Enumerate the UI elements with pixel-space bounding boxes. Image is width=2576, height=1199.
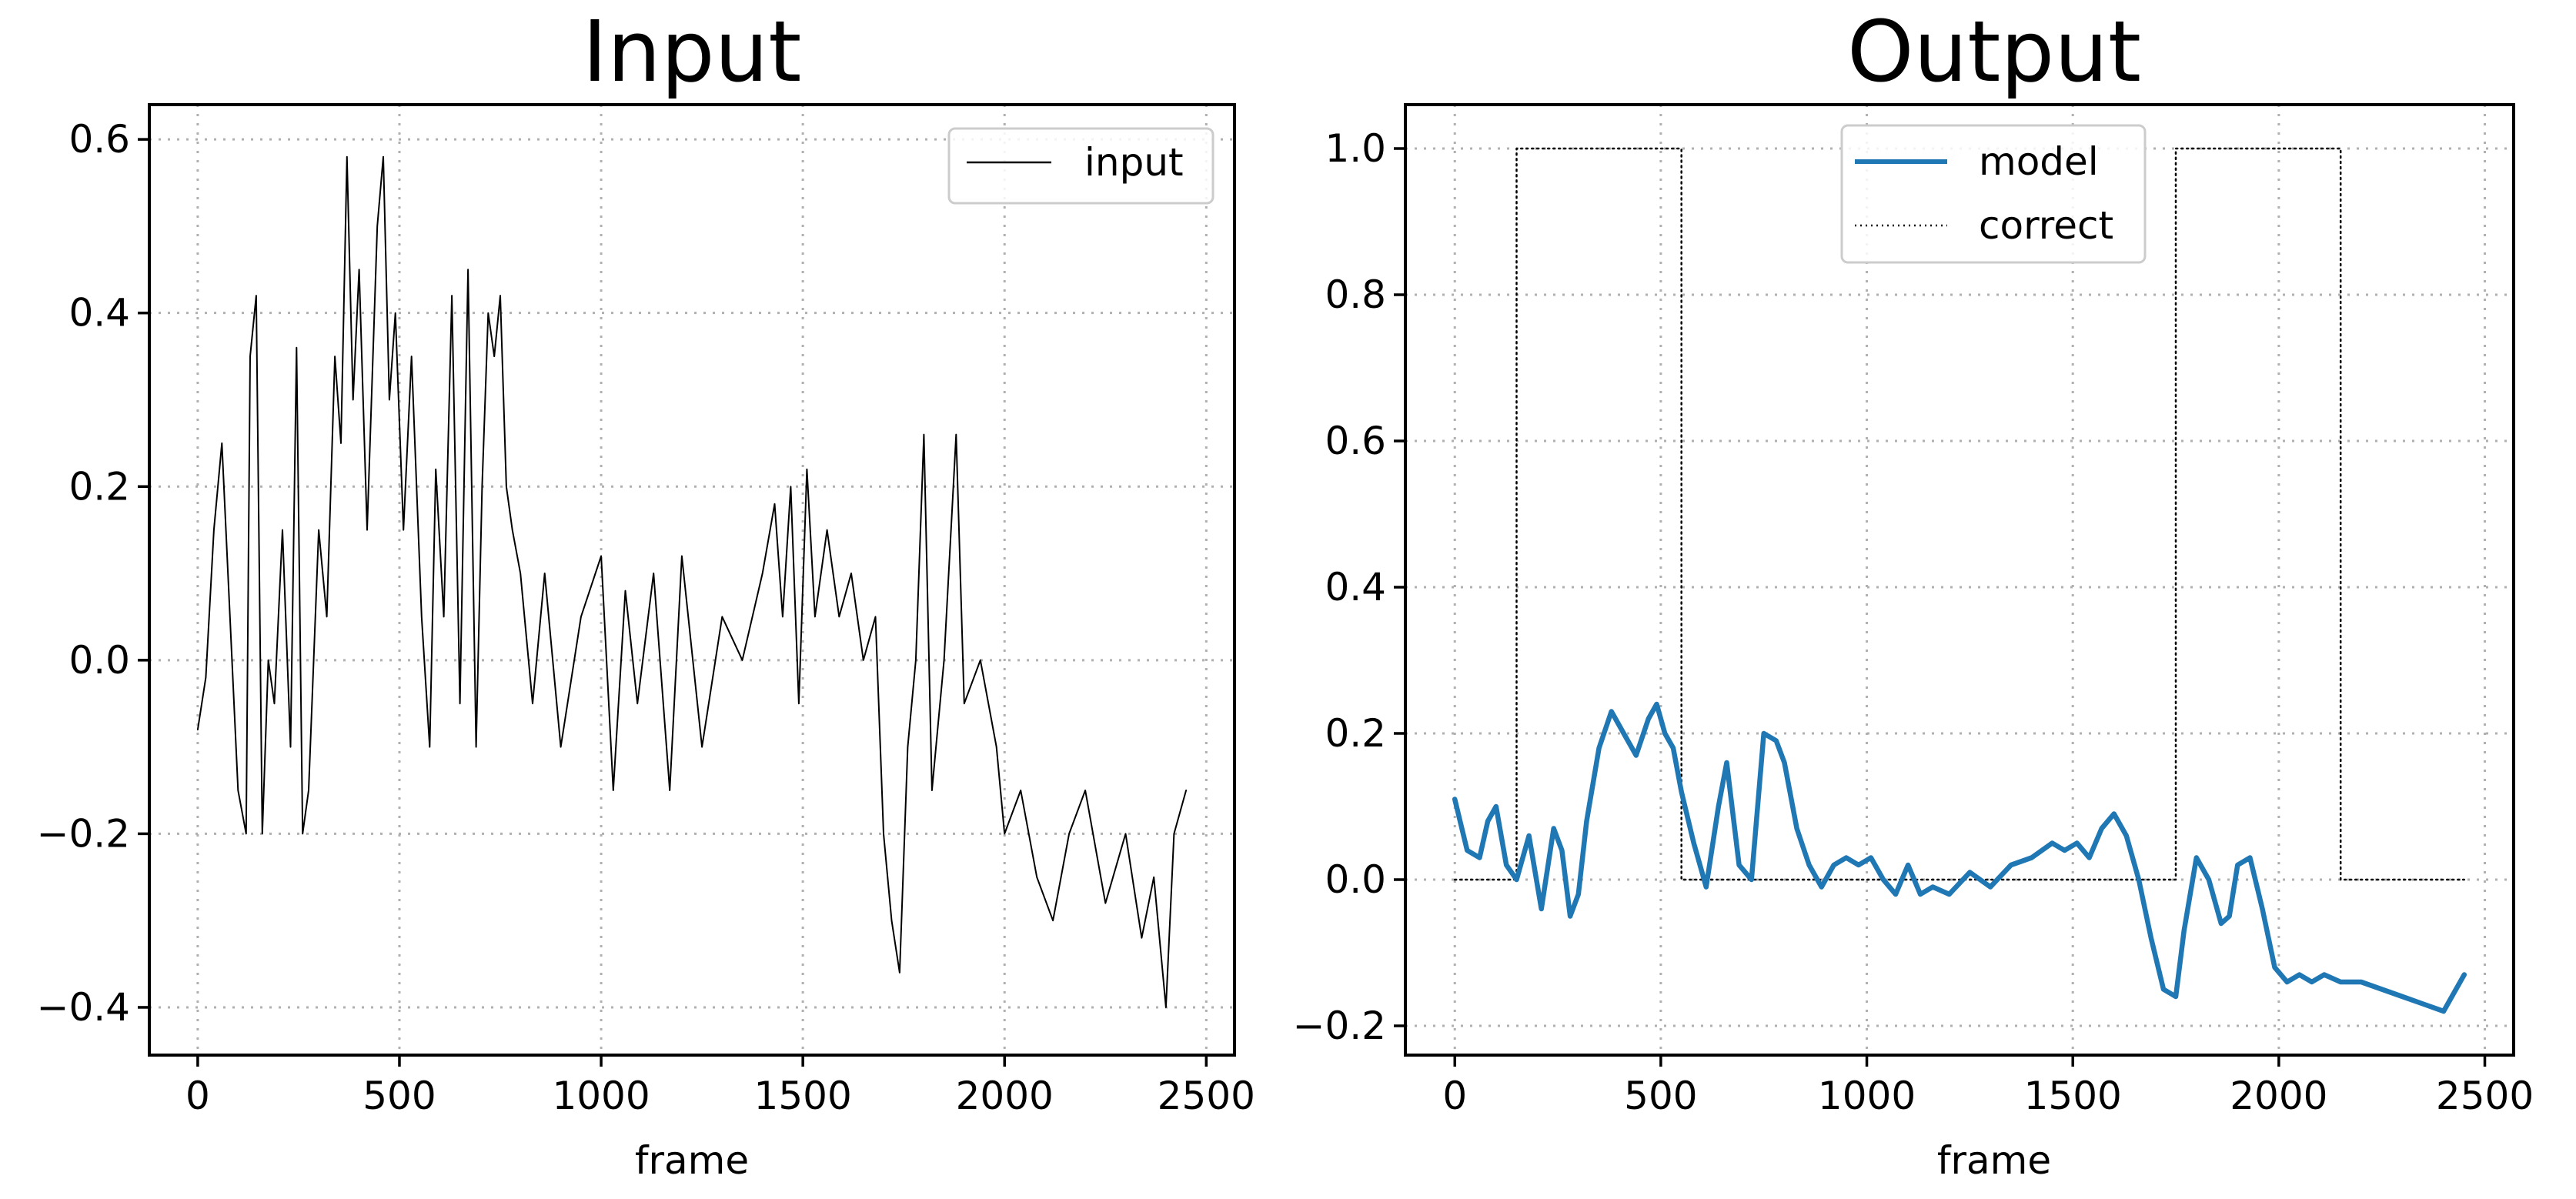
output-title: Output (1847, 2, 2141, 101)
input-ytick-label: 0.2 (68, 464, 130, 509)
output-ytick-label: 0.4 (1325, 565, 1386, 610)
output-xtick-label: 1500 (2024, 1074, 2122, 1118)
output-xlabel: frame (1937, 1138, 2051, 1183)
output-legend-label-model: model (1979, 139, 2099, 184)
output-ytick-label: 0.0 (1325, 857, 1386, 902)
input-grid (149, 105, 1235, 1055)
output-ticks: 0 500 1000 1500 2000 2500 −0.2 0.0 0.2 0.4 0.6 0.8 1… (1293, 126, 2534, 1118)
output-axes-frame (1404, 103, 2515, 1057)
input-panel: Input 0 500 1000 1500 2000 2500 −0.4 −0.2 0.0 0.2… (37, 2, 1255, 1183)
input-ticks: 0 500 1000 1500 2000 2500 −0.4 −0.2 0.0 0.2 0.4 0.6 (37, 117, 1255, 1118)
output-plot-lines (1452, 147, 2467, 1014)
output-ytick-label: 0.2 (1325, 711, 1386, 756)
output-ytick-label: −0.2 (1293, 1004, 1386, 1048)
output-series-correct (1453, 147, 2466, 881)
input-ytick-label: 0.0 (68, 638, 130, 683)
output-ytick-label: 0.8 (1325, 272, 1386, 317)
input-ytick-label: 0.4 (68, 291, 130, 336)
input-xtick-label: 2500 (1158, 1074, 1255, 1118)
output-series-model (1452, 701, 2467, 1014)
input-xtick-label: 0 (185, 1074, 210, 1118)
output-xtick-label: 0 (1442, 1074, 1467, 1118)
output-ytick-label: 0.6 (1325, 419, 1386, 463)
output-ytick-label: 1.0 (1325, 126, 1386, 171)
input-ytick-label: −0.2 (37, 811, 130, 856)
input-ytick-label: −0.4 (37, 985, 130, 1030)
output-legend: model correct (1840, 124, 2147, 264)
output-xtick-label: 500 (1624, 1074, 1697, 1118)
output-xtick-label: 2500 (2436, 1074, 2534, 1118)
input-xtick-label: 1000 (552, 1074, 650, 1118)
output-legend-label-correct: correct (1979, 203, 2113, 248)
input-plot-lines (196, 155, 1188, 1008)
input-series-input (196, 155, 1188, 1008)
input-xtick-label: 2000 (956, 1074, 1054, 1118)
input-xtick-label: 1500 (754, 1074, 852, 1118)
input-legend-label: input (1084, 140, 1184, 185)
input-xlabel: frame (635, 1138, 749, 1183)
output-xtick-label: 2000 (2230, 1074, 2327, 1118)
input-axes-frame (148, 103, 1236, 1057)
input-legend: input (947, 127, 1214, 205)
input-ytick-label: 0.6 (68, 117, 130, 162)
input-xtick-label: 500 (363, 1074, 436, 1118)
input-legend-box (947, 127, 1214, 205)
output-panel: Output 0 500 1000 1500 2000 2500 −0.2 0.0 0.2 0.4… (1293, 2, 2534, 1183)
output-xtick-label: 1000 (1818, 1074, 1916, 1118)
input-title: Input (583, 2, 802, 101)
